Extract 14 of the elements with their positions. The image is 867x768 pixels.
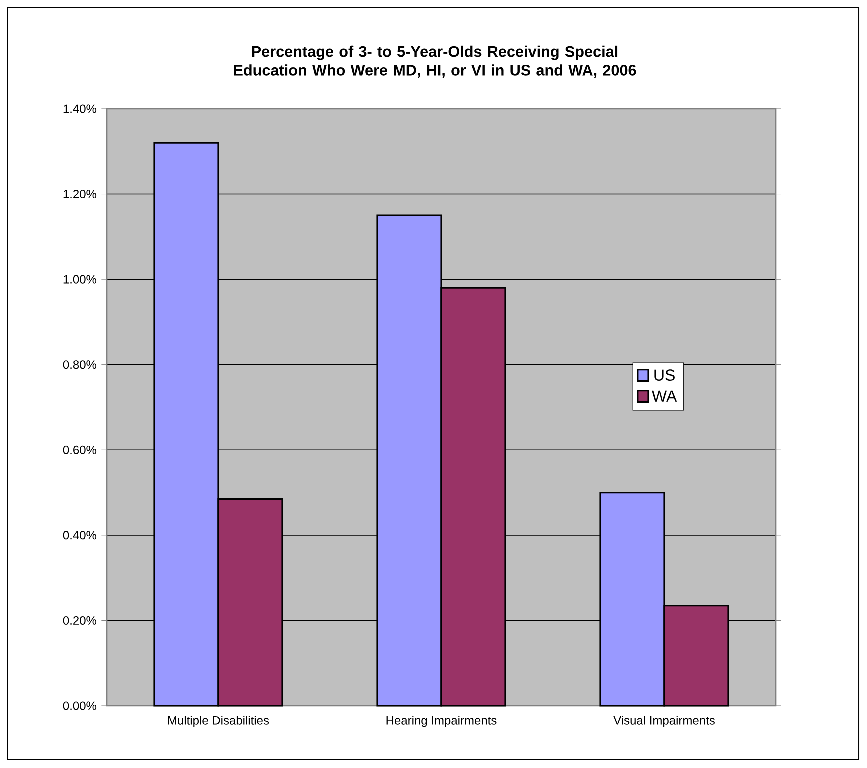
y-tick-label: 0.40%: [63, 531, 97, 540]
legend-label: US: [654, 370, 675, 381]
y-tick-label: 0.20%: [63, 616, 97, 625]
chart-title: Percentage of 3- to 5-Year-Olds Receiving Special Education Who Were MD, HI, or VI in US and WA, 2006: [234, 46, 636, 78]
x-tick-label: Multiple Disabilities: [168, 716, 270, 728]
y-tick-label: 1.20%: [64, 190, 97, 199]
y-tick-label: 1.00%: [64, 275, 97, 284]
legend-label: WA: [652, 390, 678, 402]
y-tick-label: 0.00%: [63, 702, 97, 710]
x-tick-label: Visual Impairments: [614, 716, 715, 728]
y-tick-label: 0.80%: [63, 360, 97, 370]
y-tick-label: 0.60%: [63, 446, 97, 454]
x-tick-label: Hearing Impairments: [386, 716, 497, 728]
y-tick-label: 1.40%: [64, 104, 97, 114]
